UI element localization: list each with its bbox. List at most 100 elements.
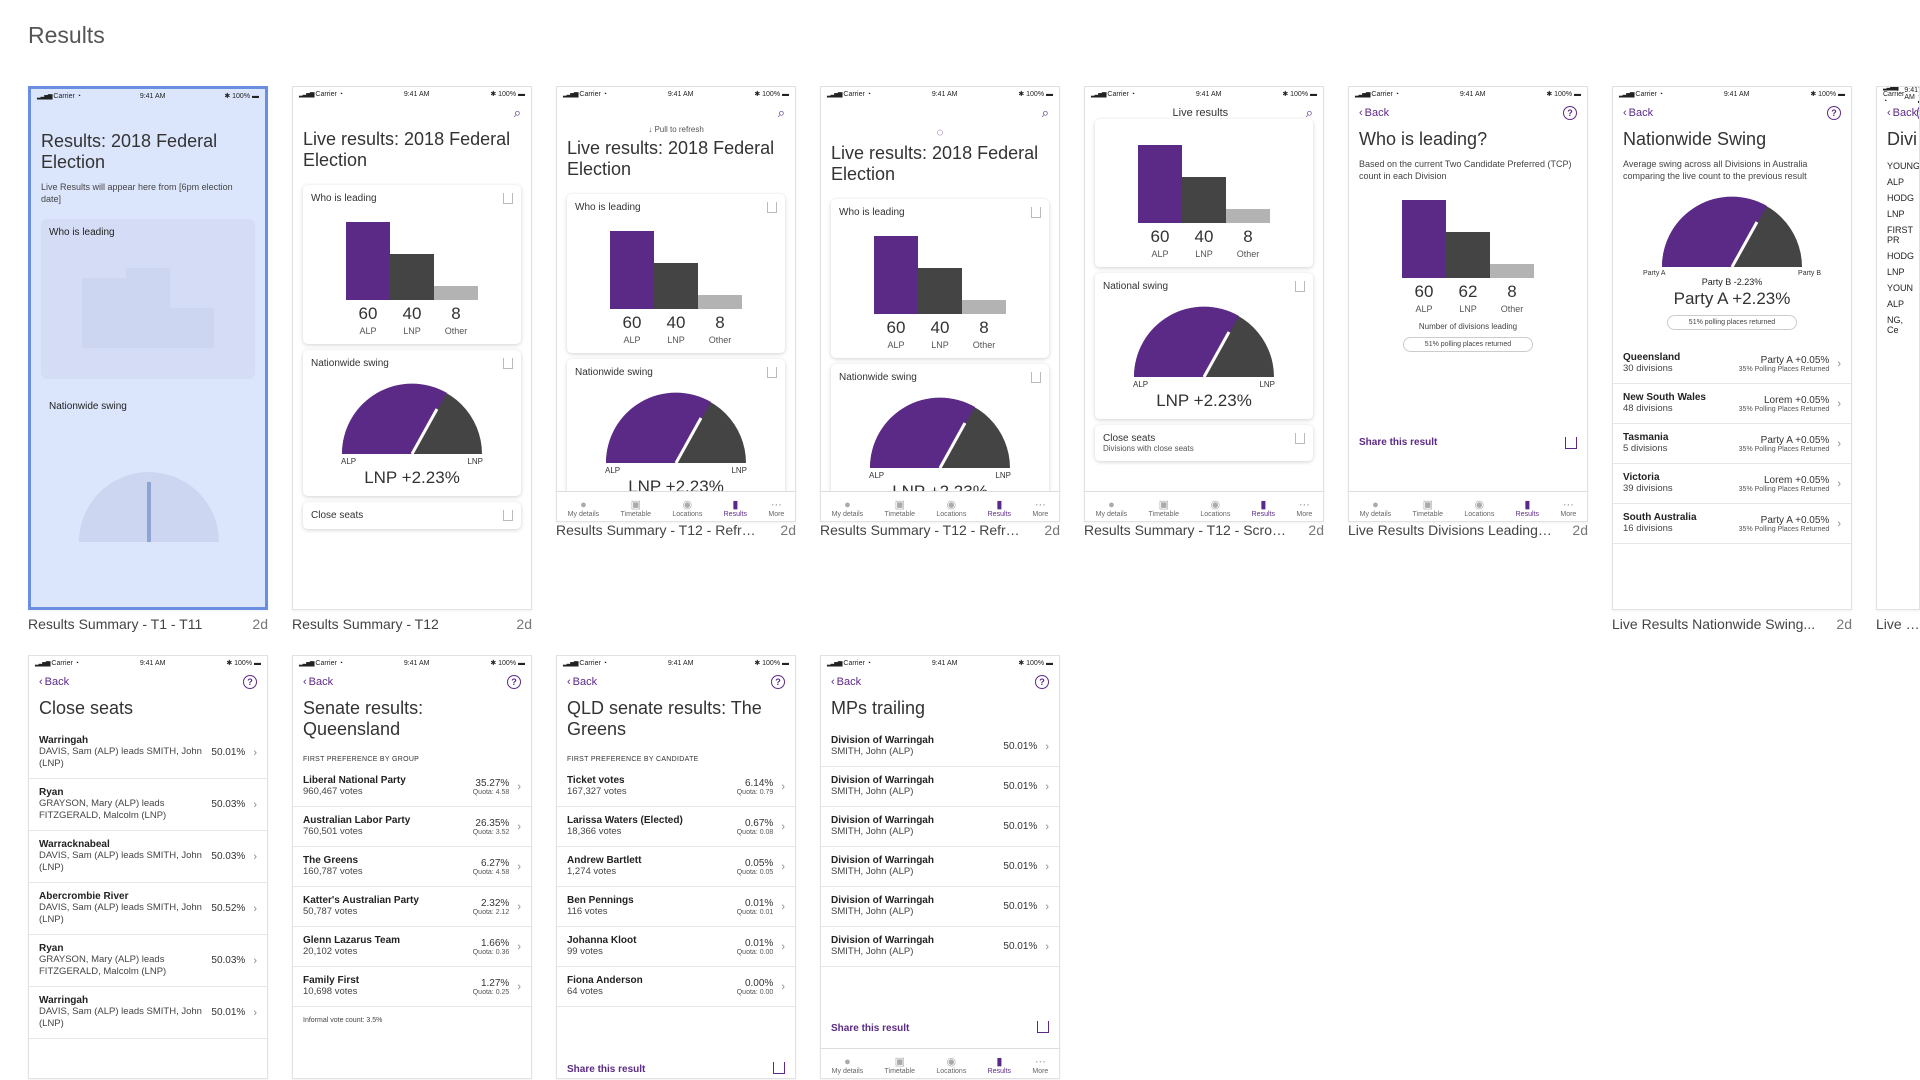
tab-locations[interactable]: ◉ Locations xyxy=(1200,499,1231,518)
list-item[interactable]: Division of Warringah SMITH, John (ALP) 50… xyxy=(821,727,1059,767)
tab-locations[interactable]: ◉ Locations xyxy=(936,1056,967,1075)
share-icon[interactable] xyxy=(503,510,513,521)
share-icon[interactable] xyxy=(1295,433,1305,444)
back-button[interactable]: ‹ Back xyxy=(1359,107,1390,119)
artboard-caption[interactable]: Live Re xyxy=(1876,616,1920,632)
list-item[interactable]: Queensland 30 divisions Party A +0.05% 35% … xyxy=(1613,344,1851,384)
search-icon[interactable]: ⌕ xyxy=(1305,105,1313,120)
list-item[interactable]: Larissa Waters (Elected) 18,366 votes 0.67… xyxy=(557,807,795,847)
list-item[interactable]: Victoria 39 divisions Lorem +0.05% 35% Poll… xyxy=(1613,464,1851,504)
tab-timetable[interactable]: ▣ Timetable xyxy=(884,499,916,518)
share-icon[interactable] xyxy=(1295,281,1305,292)
tab-timetable[interactable]: ▣ Timetable xyxy=(620,499,652,518)
help-icon[interactable]: ? xyxy=(1563,106,1577,120)
back-button[interactable]: ‹ Back xyxy=(39,676,70,688)
artboard-caption[interactable]: Results Summary - T12 - Refre... 2d xyxy=(556,522,796,538)
artboard-caption[interactable]: Results Summary - T12 - Refre... 2d xyxy=(820,522,1060,538)
artboard-caption[interactable]: Results Summary - T1 - T11 2d xyxy=(28,616,268,632)
share-icon[interactable] xyxy=(1565,437,1577,449)
help-icon[interactable]: ? xyxy=(243,675,257,689)
back-button[interactable]: ‹ Back xyxy=(831,676,862,688)
list-item[interactable]: Andrew Bartlett 1,274 votes 0.05% Quota: 0.… xyxy=(557,847,795,887)
tab-locations[interactable]: ◉ Locations xyxy=(1464,499,1495,518)
tab-results[interactable]: ▮ Results xyxy=(1251,499,1276,518)
list-item[interactable]: Katter's Australian Party 50,787 votes 2.3… xyxy=(293,887,531,927)
help-icon[interactable]: ? xyxy=(1035,675,1049,689)
list-item[interactable]: Ryan GRAYSON, Mary (ALP) leads FITZGERALD… xyxy=(29,935,267,987)
artboard[interactable]: ▂▃▅▆ Carrier ◔ 9:41 AM ✱ 100% ▬ ⌕ ◌ Live resu… xyxy=(820,86,1060,522)
share-icon[interactable] xyxy=(773,1062,785,1074)
artboard[interactable]: ▂▃▅▆ Carrier ◔ 9:41 AM ✱ 100% ▬ ‹ Back? Who i… xyxy=(1348,86,1588,522)
artboard[interactable]: ▂▃▅▆ Carrier ◔ 9:41 AM ✱ 100% ▬ ‹ Back? Senat… xyxy=(292,655,532,1079)
list-item[interactable]: Abercrombie River DAVIS, Sam (ALP) leads … xyxy=(29,883,267,935)
share-icon[interactable] xyxy=(1031,207,1041,218)
artboard[interactable]: ▂▃▅▆ Carrier ◔ 9:41 AM ✱ 100% ▬ Results: 20… xyxy=(28,86,268,610)
list-item[interactable]: Division of Warringah SMITH, John (ALP) 50… xyxy=(821,807,1059,847)
list-item[interactable]: Ryan GRAYSON, Mary (ALP) leads FITZGERALD… xyxy=(29,779,267,831)
artboard[interactable]: ▂▃▅▆ Carrier ◔ 9:41 AM ✱ 100% ▬ ⌕ ↓ Pull to … xyxy=(556,86,796,522)
back-button[interactable]: ‹ Back xyxy=(567,676,598,688)
share-icon[interactable] xyxy=(1037,1021,1049,1033)
help-icon[interactable]: ? xyxy=(1827,106,1841,120)
list-item[interactable]: Tasmania 5 divisions Party A +0.05% 35% Pol… xyxy=(1613,424,1851,464)
back-button[interactable]: ‹ Back xyxy=(303,676,334,688)
close-seats-card[interactable]: Close seats xyxy=(303,502,521,529)
share-link[interactable]: Share this result xyxy=(1359,437,1438,448)
list-item[interactable]: Johanna Kloot 99 votes 0.01% Quota: 0.00 › xyxy=(557,927,795,967)
help-icon[interactable]: ? xyxy=(507,675,521,689)
list-item[interactable]: Liberal National Party 960,467 votes 35.27… xyxy=(293,767,531,807)
list-item[interactable]: Division of Warringah SMITH, John (ALP) 50… xyxy=(821,927,1059,967)
tab-my-details[interactable]: ● My details xyxy=(1359,499,1392,518)
share-icon[interactable] xyxy=(503,358,513,369)
list-item[interactable]: New South Wales 48 divisions Lorem +0.05% 3… xyxy=(1613,384,1851,424)
list-item[interactable]: Warringah DAVIS, Sam (ALP) leads SMITH, J… xyxy=(29,727,267,779)
artboard[interactable]: ▂▃▅▆ Carrier ◔ 9:41 AM ✱ 100% ▬ ⌕ Live resul… xyxy=(292,86,532,610)
tab-more[interactable]: ⋯ More xyxy=(1296,499,1313,518)
who-leading-card[interactable]: 60 ALP 40 LNP 8 Other xyxy=(1095,119,1313,267)
list-item[interactable]: Fiona Anderson 64 votes 0.00% Quota: 0.00 › xyxy=(557,967,795,1007)
list-item[interactable]: Division of Warringah SMITH, John (ALP) 50… xyxy=(821,847,1059,887)
share-link[interactable]: Share this result xyxy=(567,1064,646,1075)
share-icon[interactable] xyxy=(767,367,777,378)
artboard[interactable]: ▂▃▅▆ Carrier ◔ 9:41 AM ✱ 100% ▬ ‹ Back? MPs t… xyxy=(820,655,1060,1079)
artboard-caption[interactable]: Live Results Nationwide Swing... 2d xyxy=(1612,616,1852,632)
share-icon[interactable] xyxy=(767,202,777,213)
list-item[interactable]: Division of Warringah SMITH, John (ALP) 50… xyxy=(821,767,1059,807)
tab-more[interactable]: ⋯ More xyxy=(1032,499,1049,518)
search-icon[interactable]: ⌕ xyxy=(1041,105,1049,120)
tab-my-details[interactable]: ● My details xyxy=(831,1056,864,1075)
tab-my-details[interactable]: ● My details xyxy=(567,499,600,518)
artboard-caption[interactable]: Results Summary - T12 - Scroll... 2d xyxy=(1084,522,1324,538)
list-item[interactable]: The Greens 160,787 votes 6.27% Quota: 4.58 › xyxy=(293,847,531,887)
share-link[interactable]: Share this result xyxy=(831,1023,910,1034)
list-item[interactable]: Glenn Lazarus Team 20,102 votes 1.66% Quota… xyxy=(293,927,531,967)
tab-timetable[interactable]: ▣ Timetable xyxy=(1412,499,1444,518)
tab-results[interactable]: ▮ Results xyxy=(987,499,1012,518)
artboard[interactable]: ▂▃▅▆ Carrier ◔ 9:41 AM ✱ 100% ▬ ‹ Back? Natio… xyxy=(1612,86,1852,610)
artboard[interactable]: ▂▃▅▆ Carrier ◔ 9:41 AM ✱ 100% ▬ Live result… xyxy=(1084,86,1324,522)
search-icon[interactable]: ⌕ xyxy=(513,105,521,120)
list-item[interactable]: Family First 10,698 votes 1.27% Quota: 0.25… xyxy=(293,967,531,1007)
artboard-caption[interactable]: Results Summary - T12 2d xyxy=(292,616,532,632)
back-button[interactable]: ‹ Back xyxy=(1887,107,1918,119)
share-icon[interactable] xyxy=(503,193,513,204)
share-icon[interactable] xyxy=(1031,372,1041,383)
close-seats-card[interactable]: Close seats Divisions with close seats xyxy=(1095,425,1313,461)
artboard[interactable]: ▂▃▅▆ Carrier ◔ 9:41 AM ✱ 100% ▬ ‹ Back? Close… xyxy=(28,655,268,1079)
list-item[interactable]: Australian Labor Party 760,501 votes 26.35… xyxy=(293,807,531,847)
list-item[interactable]: Ticket votes 167,327 votes 6.14% Quota: 0.7… xyxy=(557,767,795,807)
who-leading-card[interactable]: Who is leading 60 ALP 40 LNP 8 Other xyxy=(831,199,1049,358)
swing-card[interactable]: National swing ALP LNP LNP +2.23% xyxy=(1095,273,1313,419)
who-leading-card[interactable]: Who is leading 60 ALP 40 LNP 8 Other xyxy=(567,194,785,353)
list-item[interactable]: Warringah DAVIS, Sam (ALP) leads SMITH, J… xyxy=(29,987,267,1039)
search-icon[interactable]: ⌕ xyxy=(777,105,785,120)
artboard[interactable]: ▂▃▅▆ Carrier ◔ 9:41 AM ✱ 100% ▬ ‹ Back? QLD s… xyxy=(556,655,796,1079)
tab-results[interactable]: ▮ Results xyxy=(987,1056,1012,1075)
artboard-caption[interactable]: Live Results Divisions Leading ... 2d xyxy=(1348,522,1588,538)
help-icon[interactable]: ? xyxy=(771,675,785,689)
list-item[interactable]: Warracknabeal DAVIS, Sam (ALP) leads SMIT… xyxy=(29,831,267,883)
list-item[interactable]: Ben Pennings 116 votes 0.01% Quota: 0.01 › xyxy=(557,887,795,927)
